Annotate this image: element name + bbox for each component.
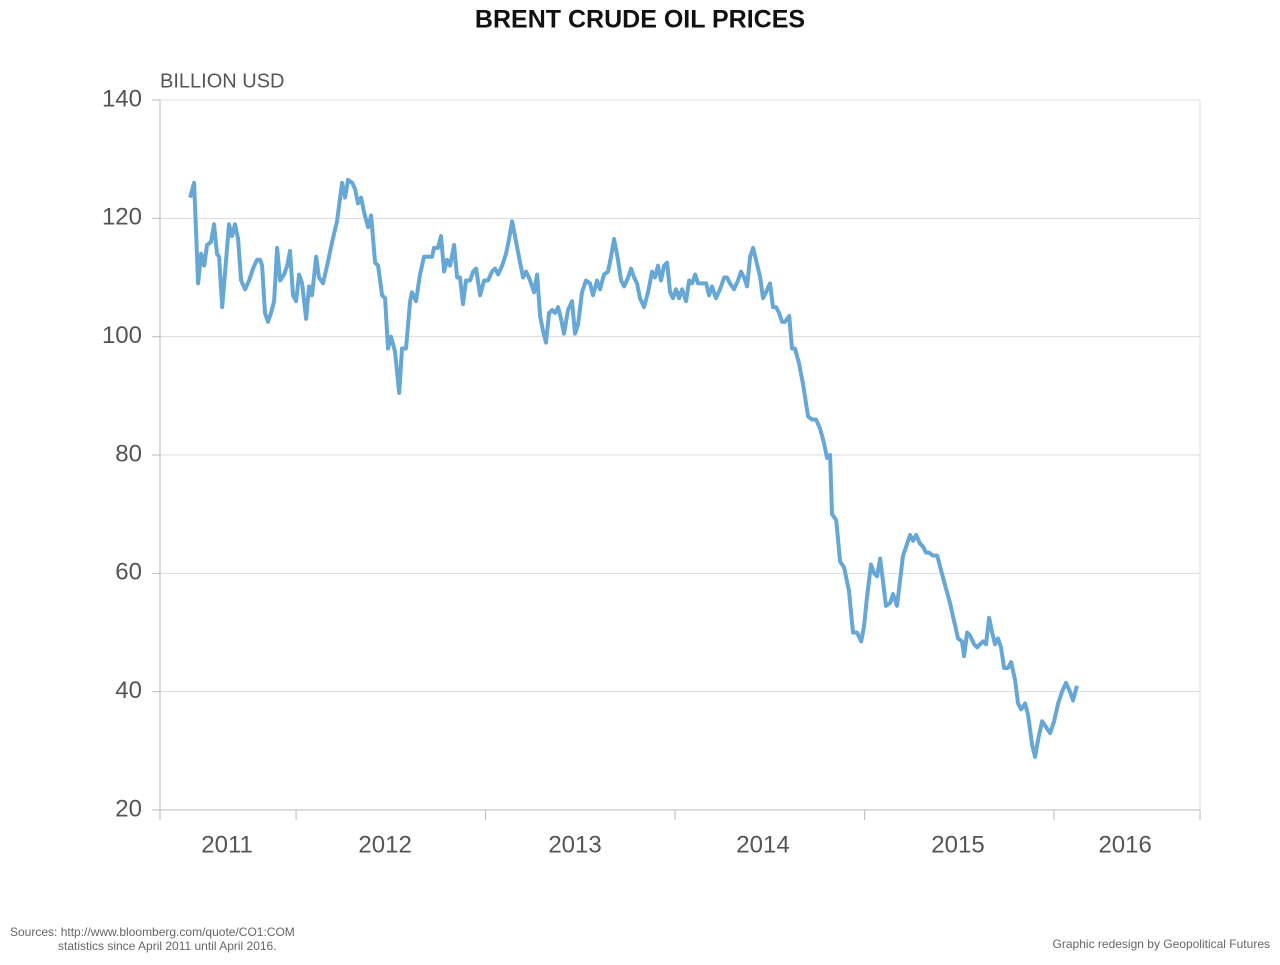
x-tick-label: 2013 [548,831,601,858]
source-line: Sources: http://www.bloomberg.com/quote/… [10,925,295,939]
y-axis-label: BILLION USD [160,70,284,92]
price-line [188,177,1079,759]
x-tick-label: 2012 [358,831,411,858]
chart-title: BRENT CRUDE OIL PRICES [475,6,805,34]
y-tick-label: 40 [115,677,142,704]
x-tick-label: 2015 [931,831,984,858]
x-tick-label: 2014 [736,831,789,858]
y-tick-label: 20 [115,795,142,822]
x-tick-label: 2011 [201,831,253,858]
x-tick-label: 2016 [1098,831,1151,858]
y-tick-label: 140 [102,85,142,112]
y-tick-label: 120 [102,204,142,231]
y-tick-label: 100 [102,322,142,349]
y-tick-label: 60 [115,559,142,586]
source-line: statistics since April 2011 until April … [58,939,277,953]
credit: Graphic redesign by Geopolitical Futures [1053,937,1270,951]
y-tick-label: 80 [115,440,142,467]
